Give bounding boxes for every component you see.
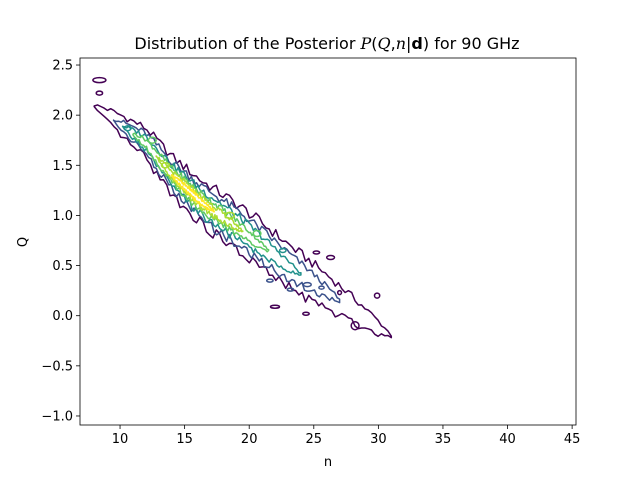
contour-island [265, 278, 274, 283]
contour-island [325, 254, 336, 261]
x-tick-label: 45 [564, 432, 581, 447]
x-axis-label: n [324, 455, 332, 470]
contour-island [147, 136, 157, 144]
y-tick-label: −0.5 [41, 359, 73, 374]
y-tick-label: 1.0 [52, 209, 73, 224]
x-axis-ticks: 10 15 20 25 30 35 40 45 [112, 425, 581, 447]
y-tick-label: 2.5 [52, 59, 73, 74]
contour-island [336, 289, 343, 296]
x-tick-label: 15 [176, 432, 193, 447]
contour-island [278, 247, 287, 254]
contour-island [302, 281, 312, 288]
contour-level-5 [155, 155, 244, 233]
contour-island [286, 287, 295, 292]
x-tick-label: 25 [306, 432, 323, 447]
contour-island [92, 76, 107, 84]
y-axis-ticks: −1.0 −0.5 0.0 0.5 1.0 1.5 2.0 2.5 [41, 59, 80, 424]
contour-layer [92, 76, 393, 339]
contour-island [95, 90, 104, 96]
y-tick-label: 0.0 [52, 309, 73, 324]
y-axis-label: Q [16, 237, 31, 247]
x-tick-label: 30 [370, 432, 387, 447]
contour-island [312, 250, 321, 255]
x-tick-label: 35 [435, 432, 452, 447]
y-tick-label: 0.5 [52, 259, 73, 274]
x-tick-label: 20 [241, 432, 258, 447]
contour-island [224, 211, 236, 220]
x-tick-label: 40 [499, 432, 516, 447]
contour-island [160, 162, 170, 169]
chart-title: Distribution of the Posterior P(Q,n|d) f… [134, 34, 519, 53]
y-tick-label: 2.0 [52, 109, 73, 124]
contour-level-6 [170, 173, 216, 213]
contour-island [269, 304, 281, 309]
contour-island [373, 292, 381, 299]
contour-island [252, 229, 262, 238]
contour-island [123, 124, 132, 132]
contour-island [318, 285, 325, 290]
contour-island [350, 320, 360, 331]
plot-frame [79, 57, 577, 426]
x-tick-label: 10 [112, 432, 129, 447]
contour-island [302, 311, 310, 316]
contour-level-2 [112, 119, 341, 304]
y-tick-label: −1.0 [41, 409, 73, 424]
contour-level-1 [93, 104, 393, 339]
contour-level-4 [132, 132, 270, 253]
y-tick-label: 1.5 [52, 159, 73, 174]
